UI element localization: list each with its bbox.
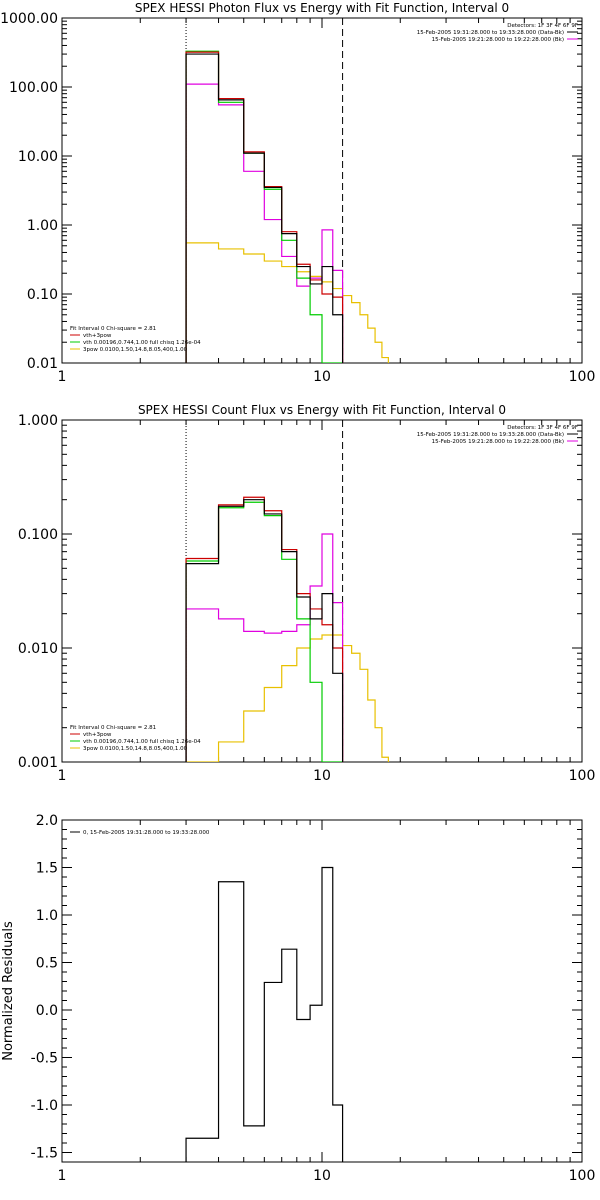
legend-text: vth+3pow: [83, 732, 112, 738]
legend-text: 0, 15-Feb-2005 19:31:28.000 to 19:33:28.…: [83, 830, 210, 836]
chart-panel-1: SPEX HESSI Photon Flux vs Energy with Fi…: [0, 1, 595, 385]
legend-text: Fit Interval 0 Chi-square = 2.81: [70, 326, 156, 332]
series-data-bk: [185, 499, 344, 762]
y-tick-label: 1.000: [18, 413, 58, 429]
y-tick-label: -1.0: [31, 1098, 58, 1114]
series-bk: [185, 533, 344, 762]
x-tick-label: 10: [313, 768, 331, 784]
y-tick-label: 0.100: [18, 527, 58, 543]
chart-panel-2: SPEX HESSI Count Flux vs Energy with Fit…: [18, 403, 595, 784]
legend-text: vth 0.00196,0.744,1.00 full chisq 1.26e-…: [83, 340, 201, 346]
y-tick-label: 1.0: [36, 908, 58, 924]
series-data-bk: [185, 53, 344, 363]
plot-frame: [61, 17, 583, 364]
legend-text: 15-Feb-2005 19:21:28.000 to 19:22:28.000…: [432, 37, 564, 43]
x-tick-label: 1: [58, 369, 67, 385]
y-tick-label: -0.5: [31, 1051, 58, 1067]
series-bk: [185, 83, 344, 363]
x-tick-label: 10: [313, 369, 331, 385]
y-axis-label: Normalized Residuals: [1, 921, 16, 1061]
series-3pow: [185, 242, 389, 363]
legend-text: Detectors: 1F 3F 4F 6F 9F: [507, 425, 578, 431]
chart-title: SPEX HESSI Photon Flux vs Energy with Fi…: [135, 1, 509, 15]
legend-text: vth 0.00196,0.744,1.00 full chisq 1.26e-…: [83, 739, 201, 745]
x-tick-label: 1: [58, 768, 67, 784]
y-tick-label: 0.10: [27, 287, 58, 303]
y-tick-label: 0.5: [36, 956, 58, 972]
y-tick-label: 1.5: [36, 861, 58, 877]
legend-text: 15-Feb-2005 19:31:28.000 to 19:33:28.000…: [417, 30, 564, 36]
x-tick-label: 1: [58, 1168, 67, 1184]
series-vth-3pow: [185, 496, 344, 762]
y-tick-label: 10.00: [18, 149, 58, 165]
y-tick-label: 0.010: [18, 641, 58, 657]
legend-text: vth+3pow: [83, 333, 112, 339]
chart-title: SPEX HESSI Count Flux vs Energy with Fit…: [138, 403, 506, 417]
x-tick-label: 10: [313, 1168, 331, 1184]
y-tick-label: 2.0: [36, 813, 58, 829]
y-tick-label: 0.001: [18, 755, 58, 771]
y-tick-label: 1.00: [27, 218, 58, 234]
legend-text: 15-Feb-2005 19:31:28.000 to 19:33:28.000…: [417, 432, 564, 438]
legend-text: 15-Feb-2005 19:21:28.000 to 19:22:28.000…: [432, 439, 564, 445]
chart-panel-3: 1 10 100 -1.5 -1.0 -0.5 0.0 0.5 1.0 1.5 2.0 Normali…: [1, 813, 595, 1184]
legend-text: 3pow 0.0100,1.50,14.8,8.05,400,1.00: [83, 746, 188, 752]
y-tick-label: -1.5: [31, 1146, 58, 1162]
legend-text: Detectors: 1F 3F 4F 6F 9F: [507, 23, 578, 29]
y-tick-label: 0.01: [27, 356, 58, 372]
series-vth-3pow: [185, 51, 344, 363]
x-tick-label: 100: [569, 369, 596, 385]
legend-text: 3pow 0.0100,1.50,14.8,8.05,400,1.00: [83, 347, 188, 353]
series-3pow: [186, 634, 389, 762]
y-tick-label: 0.0: [36, 1003, 58, 1019]
y-tick-label: 100.00: [9, 80, 58, 96]
x-tick-label: 100: [569, 1168, 596, 1184]
x-tick-label: 100: [569, 768, 596, 784]
legend-text: Fit Interval 0 Chi-square = 2.81: [70, 725, 156, 731]
series-0-15-feb-2005-19-31-28-000-to-19-33-28-000: [185, 866, 344, 1162]
y-tick-label: 1000.00: [0, 11, 58, 27]
